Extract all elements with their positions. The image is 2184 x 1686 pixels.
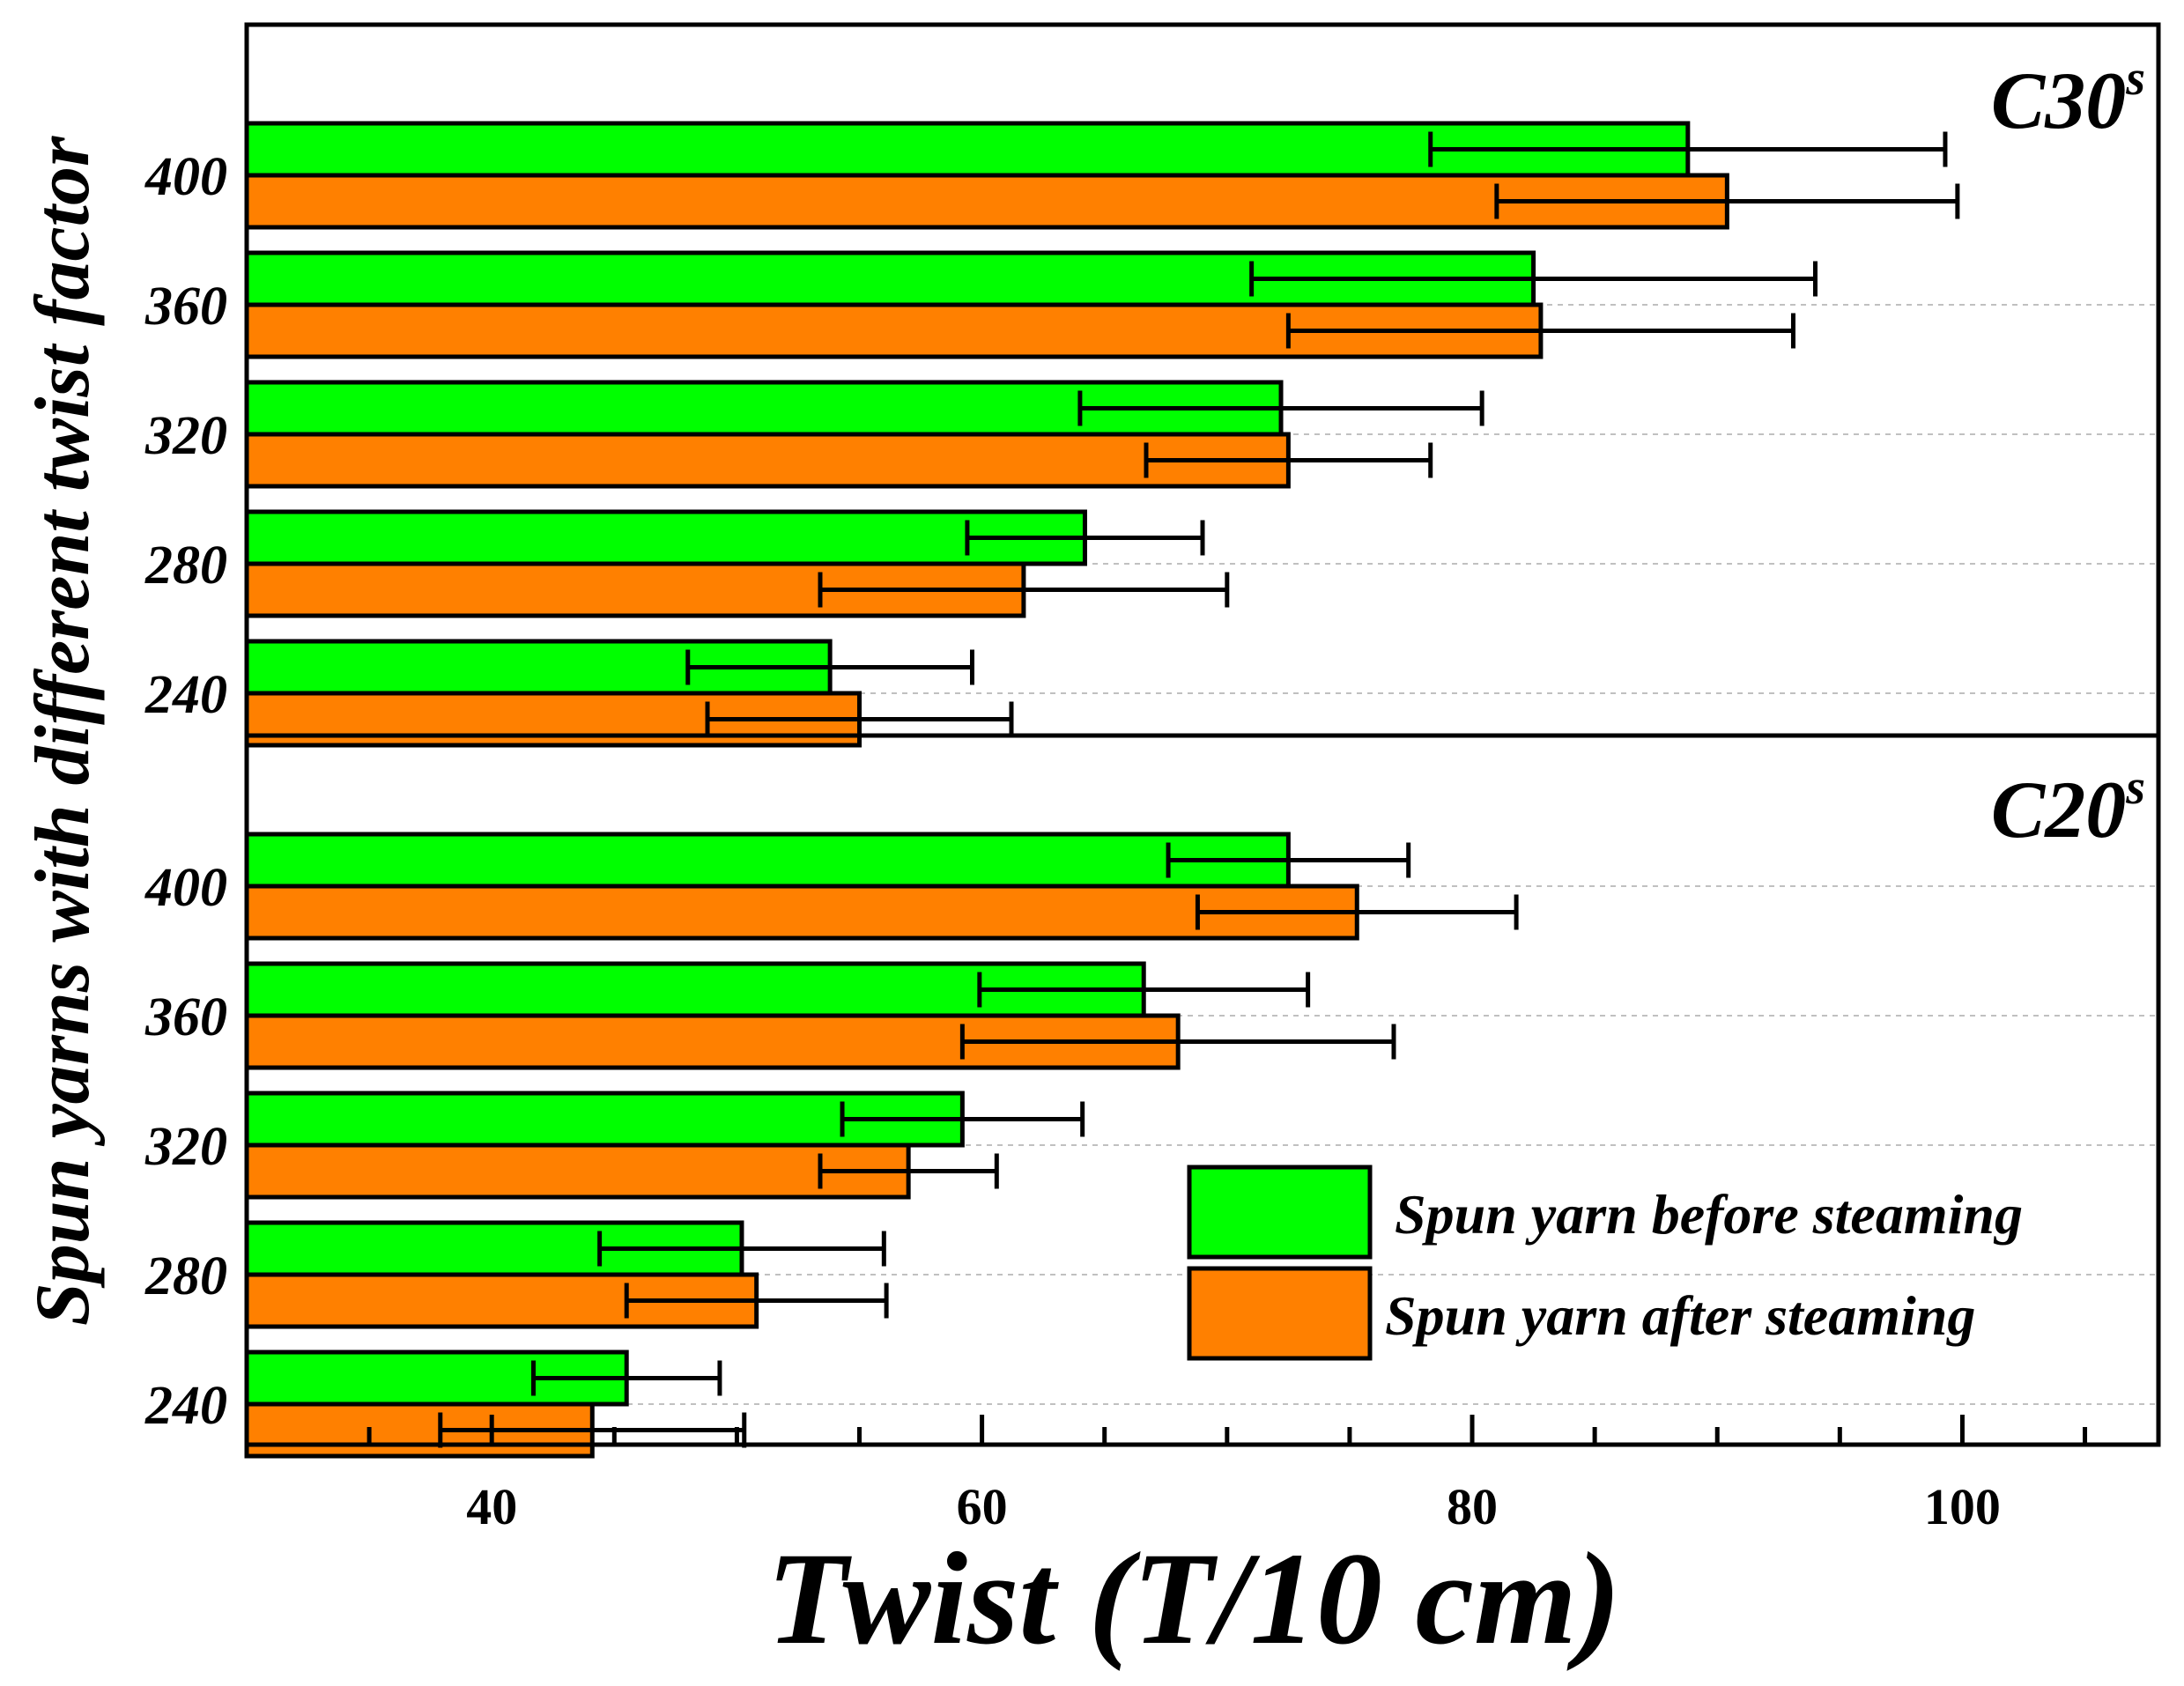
category-label-C20-320: 320 bbox=[144, 1117, 227, 1177]
error-bar-before-C30-280 bbox=[965, 520, 1205, 556]
error-bar-before-C20-240 bbox=[531, 1360, 722, 1396]
category-label-C30-360: 360 bbox=[144, 277, 227, 336]
x-axis-title: Twist (T/10 cm) bbox=[766, 1526, 1620, 1672]
legend-swatch-before bbox=[1187, 1165, 1373, 1260]
error-bar-before-C20-400 bbox=[1166, 842, 1411, 878]
error-bar-after-C30-360 bbox=[1285, 313, 1795, 349]
legend: Spun yarn before steaming Spun yarn afte… bbox=[1187, 1165, 2023, 1361]
plot-frame bbox=[244, 22, 2161, 1447]
error-bar-after-C20-360 bbox=[959, 1024, 1396, 1060]
bar-before-C20-400 bbox=[244, 832, 1291, 889]
error-bar-after-C30-400 bbox=[1494, 183, 1960, 219]
x-tick-label-80: 80 bbox=[1447, 1478, 1498, 1535]
bar-after-C30-320 bbox=[244, 432, 1291, 489]
panel-label-c20-sup: s bbox=[2125, 760, 2145, 815]
category-label-C30-280: 280 bbox=[144, 536, 227, 595]
legend-label-after: Spun yarn after steaming bbox=[1385, 1284, 1975, 1347]
error-bar-after-C30-320 bbox=[1144, 442, 1433, 478]
error-bar-before-C20-280 bbox=[597, 1231, 886, 1267]
error-bar-after-C20-280 bbox=[624, 1283, 889, 1319]
x-axis-ticks: 40 60 80 100 bbox=[366, 1415, 2088, 1535]
category-label-C20-280: 280 bbox=[144, 1246, 227, 1306]
panel-label-c20: C20s bbox=[1991, 760, 2145, 854]
category-label-C20-400: 400 bbox=[144, 858, 227, 918]
error-bar-before-C30-400 bbox=[1428, 131, 1948, 167]
error-bar-after-C30-240 bbox=[705, 701, 1014, 737]
category-label-C30-400: 400 bbox=[144, 147, 227, 207]
x-tick-label-40: 40 bbox=[466, 1478, 517, 1535]
error-bar-before-C20-360 bbox=[977, 972, 1311, 1008]
bar-after-C20-400 bbox=[244, 884, 1359, 941]
error-bar-before-C30-360 bbox=[1249, 261, 1818, 297]
category-label-C20-360: 360 bbox=[144, 987, 227, 1047]
y-axis-title: Spun yarns with different twist factor bbox=[20, 136, 106, 1326]
x-tick-label-100: 100 bbox=[1924, 1478, 2001, 1535]
panel-label-c30-main: C30 bbox=[1991, 55, 2126, 145]
error-bar-after-C20-400 bbox=[1195, 894, 1519, 930]
category-label-C30-240: 240 bbox=[144, 665, 227, 725]
bar-after-C20-320 bbox=[244, 1142, 911, 1200]
error-bar-before-C30-320 bbox=[1077, 390, 1484, 426]
bars bbox=[244, 121, 1729, 1459]
category-labels: 400 360 320 280 240 400 360 320 280 240 bbox=[144, 147, 227, 1436]
error-bar-after-C20-320 bbox=[818, 1153, 999, 1189]
x-tick-label-60: 60 bbox=[957, 1478, 1008, 1535]
panel-label-c30-sup: s bbox=[2125, 51, 2145, 106]
error-bar-after-C30-280 bbox=[818, 572, 1230, 608]
panel-label-c20-main: C20 bbox=[1991, 765, 2126, 854]
error-bar-before-C20-320 bbox=[840, 1101, 1085, 1137]
error-bars bbox=[438, 131, 1960, 1448]
category-label-C30-320: 320 bbox=[144, 406, 227, 466]
bar-before-C30-280 bbox=[244, 509, 1087, 566]
legend-label-before: Spun yarn before steaming bbox=[1395, 1183, 2023, 1246]
category-label-C20-240: 240 bbox=[144, 1376, 227, 1436]
panel-label-c30: C30s bbox=[1991, 51, 2145, 145]
error-bar-before-C30-240 bbox=[685, 649, 974, 685]
legend-swatch-after bbox=[1187, 1266, 1373, 1361]
